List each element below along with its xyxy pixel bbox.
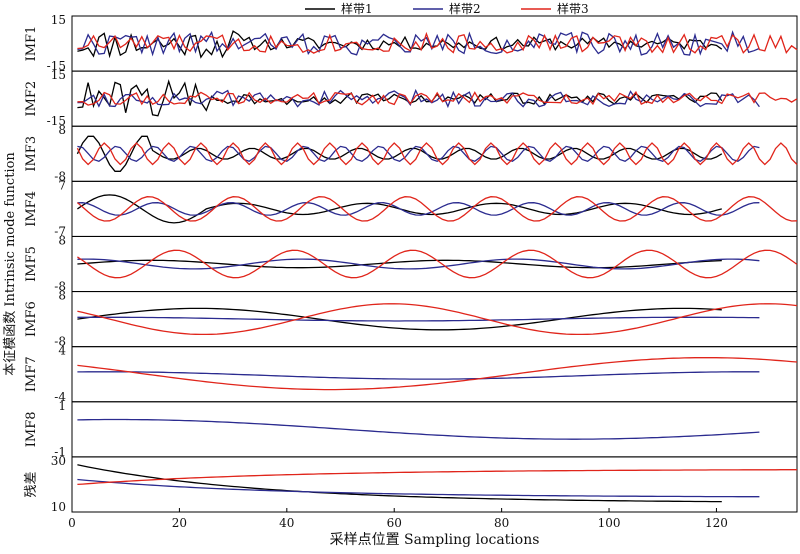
panel-9-ytick-bottom: 10 — [51, 500, 66, 514]
panel-7-series-3 — [77, 356, 798, 391]
panel-3-label: IMF3 — [24, 136, 39, 172]
panel-1-series-2 — [77, 30, 760, 57]
x-tick-label-4: 80 — [494, 516, 509, 530]
x-tick-label-1: 20 — [172, 516, 187, 530]
panel-frame-7 — [71, 346, 798, 403]
panel-4-ytick-bottom: -7 — [54, 224, 66, 238]
x-tick-label-0: 0 — [68, 516, 76, 530]
panel-4-series-2 — [77, 202, 760, 216]
panel-3-series-1 — [76, 135, 723, 172]
panel-frame-5 — [71, 235, 798, 293]
panel-7-series-2 — [77, 371, 760, 380]
panel-7-ytick-top: 4 — [58, 344, 66, 358]
panel-8-series-2 — [77, 418, 760, 440]
panel-3-series-3 — [76, 142, 798, 166]
x-tick-label-2: 40 — [279, 516, 294, 530]
panel-8-label: IMF8 — [24, 411, 39, 447]
panel-6-label: IMF6 — [24, 301, 39, 337]
panel-1-label: IMF1 — [24, 26, 39, 62]
panel-7-ytick-bottom: -4 — [54, 390, 66, 404]
panel-1-ytick-top: 15 — [51, 13, 66, 27]
panel-7-label: IMF7 — [24, 356, 39, 392]
panel-5-label: IMF5 — [24, 246, 39, 282]
panel-6-series-3 — [77, 303, 798, 336]
panel-2-series-1 — [77, 79, 723, 117]
panel-3-ytick-top: 8 — [58, 123, 66, 137]
panel-frame-8 — [71, 401, 798, 458]
panel-9-series-2 — [77, 478, 760, 498]
panel-4-series-3 — [76, 196, 798, 222]
y-axis-title: 本征模函数 Intrinsic mode function — [3, 152, 18, 376]
panel-1-series-3 — [77, 31, 798, 54]
panel-9-ytick-top: 30 — [51, 454, 66, 468]
panel-3-series-2 — [77, 145, 760, 163]
panel-6-ytick-bottom: -8 — [54, 335, 66, 349]
panel-3-ytick-bottom: -8 — [54, 169, 66, 183]
panel-6-ytick-top: 8 — [58, 289, 66, 303]
legend-label-2: 样带2 — [449, 1, 481, 16]
panel-8-ytick-bottom: -1 — [54, 445, 66, 459]
panel-1-ytick-bottom: -15 — [47, 59, 66, 73]
legend-label-3: 样带3 — [557, 1, 589, 16]
panel-9-series-3 — [77, 469, 797, 486]
panel-2-ytick-top: 15 — [51, 68, 66, 82]
x-tick-label-3: 60 — [387, 516, 402, 530]
panel-2-ytick-bottom: -15 — [47, 114, 66, 128]
panel-5-series-2 — [77, 258, 760, 270]
panel-5-series-3 — [77, 249, 798, 279]
panel-4-ytick-top: 7 — [58, 178, 66, 192]
x-axis-title: 采样点位置 Sampling locations — [330, 532, 540, 548]
panel-5-ytick-top: 8 — [58, 233, 66, 247]
x-tick-label-6: 120 — [705, 516, 728, 530]
panel-6-series-1 — [77, 307, 722, 331]
panel-2-series-3 — [77, 90, 798, 106]
panel-9-series-1 — [77, 464, 722, 503]
legend-label-1: 样带1 — [341, 1, 373, 16]
panel-8-ytick-top: 1 — [58, 399, 66, 413]
panel-frame-6 — [71, 291, 798, 348]
panel-frame-9 — [71, 456, 798, 513]
panel-frame-4 — [71, 180, 798, 237]
panel-9-label: 残差 — [24, 471, 39, 497]
panel-2-label: IMF2 — [24, 81, 39, 117]
panel-5-ytick-bottom: -8 — [54, 280, 66, 294]
panel-6-series-2 — [77, 316, 760, 322]
panel-2-series-2 — [77, 88, 760, 109]
panel-5-series-1 — [77, 259, 722, 269]
panel-4-label: IMF4 — [24, 191, 39, 227]
x-tick-label-5: 100 — [598, 516, 621, 530]
